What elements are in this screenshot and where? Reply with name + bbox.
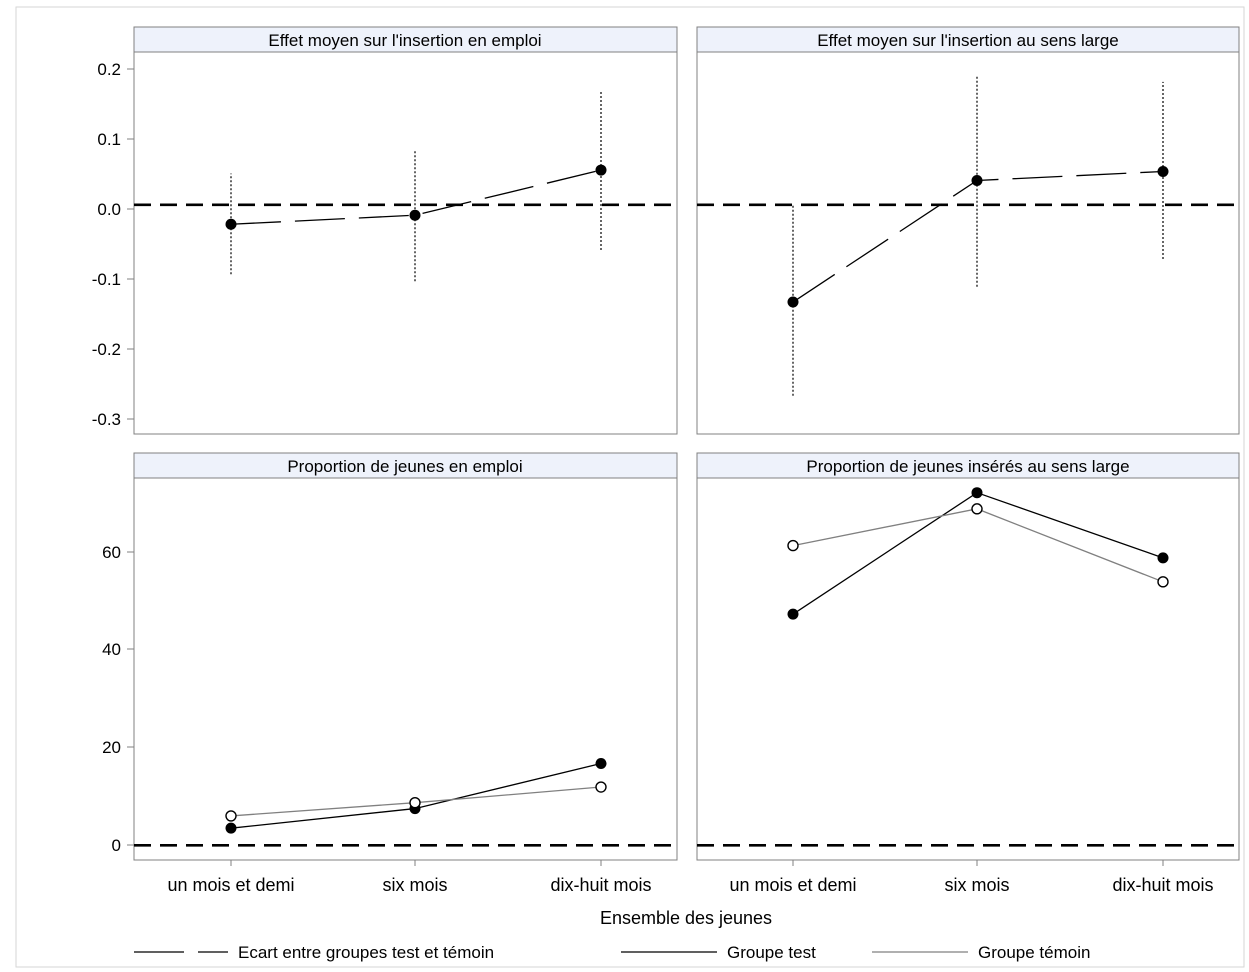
panel-title-2: Effet moyen sur l'insertion au sens larg… [817, 31, 1119, 50]
panel-title-1: Effet moyen sur l'insertion en emploi [268, 31, 541, 50]
y-tick-label: -0.1 [92, 270, 121, 289]
y-axis-bottom: 60 40 20 0 [102, 543, 134, 855]
data-point [595, 164, 607, 176]
x-tick-label: six mois [944, 875, 1009, 895]
panel-header-3 [133, 452, 678, 479]
legend-label-test: Groupe test [727, 943, 816, 962]
x-tick-label: un mois et demi [729, 875, 856, 895]
y-tick-label: 60 [102, 543, 121, 562]
x-tick-label: dix-huit mois [550, 875, 651, 895]
data-point [971, 487, 983, 499]
data-point [409, 209, 421, 221]
data-point-hollow [409, 797, 421, 809]
y-tick-label: -0.3 [92, 410, 121, 429]
data-point [787, 296, 799, 308]
plot-area-4 [696, 477, 1240, 861]
legend-label-temoin: Groupe témoin [978, 943, 1090, 962]
legend-label-ecart: Ecart entre groupes test et témoin [238, 943, 494, 962]
data-point [971, 174, 983, 186]
x-axis-title: Ensemble des jeunes [600, 908, 772, 928]
data-point [787, 608, 799, 620]
panel-title-3: Proportion de jeunes en emploi [287, 457, 522, 476]
panel-header-1 [133, 26, 678, 53]
y-tick-label: 0.2 [97, 60, 121, 79]
panel-header-2 [696, 26, 1240, 53]
data-point [225, 218, 237, 230]
y-tick-label: 0 [112, 836, 121, 855]
outer-frame [15, 6, 1245, 968]
data-point-hollow [971, 503, 983, 515]
data-point-hollow [787, 539, 799, 552]
data-point-hollow [1157, 576, 1169, 588]
y-tick-label: 20 [102, 738, 121, 757]
x-tick-label: dix-huit mois [1112, 875, 1213, 895]
x-tick-label: six mois [382, 875, 447, 895]
plot-area-1 [133, 51, 678, 435]
y-tick-label: 0.0 [97, 200, 121, 219]
y-tick-label: 40 [102, 640, 121, 659]
data-marks [134, 76, 1239, 847]
data-point [225, 822, 237, 834]
y-tick-label: 0.1 [97, 130, 121, 149]
legend: Ecart entre groupes test et témoin Group… [134, 943, 1090, 962]
panel-header-4 [696, 452, 1240, 479]
y-axis-top: 0.2 0.1 0.0 -0.1 -0.2 -0.3 [92, 60, 134, 429]
plot-area-3 [133, 477, 678, 861]
x-tick-label: un mois et demi [167, 875, 294, 895]
data-point [595, 758, 607, 770]
plot-area-2 [696, 51, 1240, 435]
data-point [1157, 165, 1169, 177]
y-tick-label: -0.2 [92, 340, 121, 359]
data-point-hollow [225, 810, 237, 822]
data-point-hollow [595, 781, 607, 793]
x-axis: un mois et demi six mois dix-huit mois u… [167, 860, 1214, 895]
panel-title-4: Proportion de jeunes insérés au sens lar… [806, 457, 1129, 476]
data-point [1157, 552, 1169, 564]
